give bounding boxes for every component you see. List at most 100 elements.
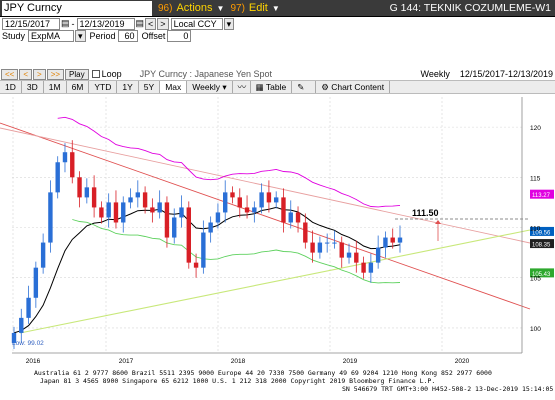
range-6m[interactable]: 6M: [67, 81, 90, 93]
candle-body: [179, 207, 184, 218]
range-info: Weekly 12/15/2017-12/13/2019: [421, 69, 553, 79]
ticker-field[interactable]: JPY Curncy: [2, 0, 152, 16]
x-tick-label: 2018: [231, 358, 246, 365]
candle-body: [193, 262, 199, 268]
calendar-icon[interactable]: ▤: [135, 18, 145, 28]
x-tick-label: 2017: [119, 358, 134, 365]
loop-checkbox[interactable]: [91, 70, 100, 78]
offset-field[interactable]: 0: [167, 30, 192, 42]
actions-menu[interactable]: 96) Actions ▼: [158, 2, 224, 14]
date-separator: -: [71, 18, 75, 29]
candle-body: [135, 192, 141, 198]
candle-body: [106, 202, 111, 218]
back-button[interactable]: <: [145, 17, 157, 30]
candle-body: [310, 242, 315, 253]
candle-body: [324, 242, 330, 244]
range-ytd[interactable]: YTD: [89, 81, 118, 93]
chart-background: [0, 95, 555, 370]
candle-body: [332, 242, 337, 244]
frequency-value: Weekly: [192, 82, 220, 92]
target-price-label: 111.50: [412, 208, 439, 218]
step-forward-button[interactable]: >: [33, 68, 46, 80]
candle-body: [201, 232, 206, 268]
chart-type-button[interactable]: 〰: [233, 81, 251, 93]
lower-band-line: [72, 219, 401, 284]
price-badge: [530, 268, 554, 278]
step-back-button[interactable]: <: [19, 68, 33, 80]
y-tick-label: 100: [530, 326, 541, 333]
edit-menu[interactable]: 97) Edit ▼: [230, 2, 279, 14]
candle-body: [55, 162, 60, 193]
candle-body: [157, 202, 162, 213]
candle-body: [208, 222, 213, 233]
candle-body: [317, 242, 323, 253]
candle-body: [281, 197, 286, 223]
candle-body: [354, 252, 359, 263]
study-select[interactable]: ExpMA: [28, 30, 75, 42]
candle-body: [303, 222, 308, 243]
frequency-select[interactable]: Weekly ▾: [187, 81, 233, 93]
price-badge: [530, 239, 554, 249]
low-label: Low: 99.02: [12, 340, 44, 347]
down-trendline: [0, 122, 531, 310]
graph-title: G 144: TEKNIK COZUMLEME-W1: [389, 2, 551, 14]
range-5y[interactable]: 5Y: [139, 81, 161, 93]
target-arrow-head: [435, 220, 441, 224]
chart-content-button[interactable]: ⚙ Chart Content: [316, 81, 391, 93]
candle-body: [48, 192, 53, 243]
upper-trendline: [0, 127, 531, 244]
x-tick-label: 2020: [455, 358, 470, 365]
candle-body: [368, 262, 374, 273]
candle-body: [215, 212, 221, 223]
chevron-down-icon[interactable]: ▾: [75, 30, 86, 42]
candle-body: [339, 242, 344, 258]
chevron-down-icon[interactable]: ▾: [223, 17, 235, 30]
y-tick-label: 115: [530, 175, 541, 182]
draw-tools-button[interactable]: ✎: [292, 81, 317, 93]
gear-icon: ⚙: [321, 82, 329, 92]
table-button[interactable]: ▦ Table: [251, 81, 293, 93]
candle-body: [346, 252, 352, 258]
edit-label: Edit: [248, 2, 268, 14]
currency-select[interactable]: Local CCY: [170, 17, 223, 30]
candle-body: [230, 192, 235, 198]
candle-body: [244, 207, 250, 213]
candle-body: [91, 187, 97, 208]
y-tick-label: 110: [530, 226, 541, 233]
period-field[interactable]: 60: [117, 30, 138, 42]
range-1m[interactable]: 1M: [44, 81, 67, 93]
candle-body: [26, 297, 31, 318]
candle-body: [186, 207, 191, 263]
candle-body: [266, 192, 272, 203]
range-1d[interactable]: 1D: [0, 81, 22, 93]
table-label: Table: [265, 82, 287, 92]
footer-line-3: SN 546679 TRT GMT+3:00 H452-508-2 13-Dec…: [342, 385, 554, 393]
y-tick-label: 120: [530, 125, 541, 132]
up-trendline: [19, 229, 531, 334]
start-date-field[interactable]: 12/15/2017: [2, 17, 60, 30]
range-toolbar: 1D 3D 1M 6M YTD 1Y 5Y Max Weekly ▾ 〰 ▦ T…: [0, 80, 555, 94]
forward-button[interactable]: >: [157, 17, 169, 30]
fast-forward-button[interactable]: >>: [46, 68, 65, 80]
footer: Australia 61 2 9777 8600 Brazil 5511 239…: [0, 368, 555, 400]
candle-body: [383, 237, 388, 248]
offset-label: Offset: [141, 31, 166, 41]
price-chart[interactable]: 111.50 Low: 99.02 113.27 109.56 108.35 105.43…: [0, 95, 555, 370]
y-tick-label: 105: [530, 276, 541, 283]
candle-body: [113, 202, 119, 223]
price-badge-label: 105.43: [532, 272, 551, 278]
candle-body: [390, 237, 395, 243]
range-3d[interactable]: 3D: [22, 81, 44, 93]
footer-line-2: Japan 81 3 4565 8900 Singapore 65 6212 1…: [40, 377, 436, 385]
calendar-icon[interactable]: ▤: [61, 18, 70, 28]
end-date-field[interactable]: 12/13/2019: [76, 17, 135, 30]
pencil-icon: ✎: [297, 82, 305, 92]
candle-body: [223, 192, 228, 213]
range-max[interactable]: Max: [160, 81, 188, 93]
range-1y[interactable]: 1Y: [117, 81, 139, 93]
trend-lines: [0, 122, 531, 334]
candle-body: [84, 187, 90, 198]
play-button[interactable]: Play: [65, 68, 89, 80]
chart-annotations: 111.50 Low: 99.02 113.27 109.56 108.35 105.43: [12, 189, 554, 347]
rewind-button[interactable]: <<: [1, 68, 19, 80]
